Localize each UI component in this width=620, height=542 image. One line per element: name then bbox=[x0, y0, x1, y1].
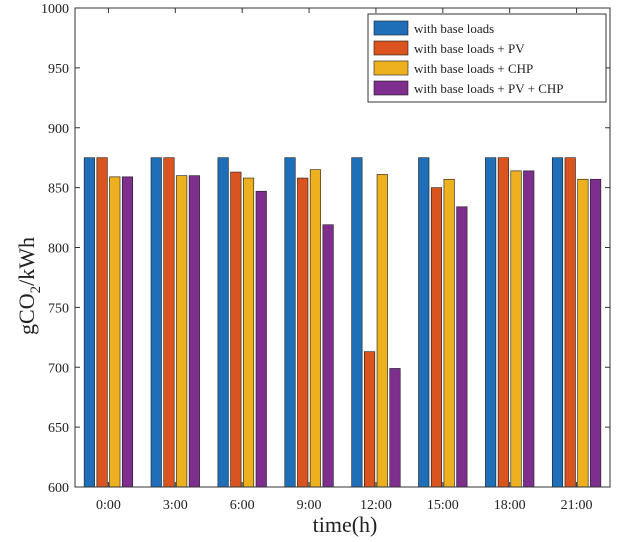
bar-1500-series-2 bbox=[430, 187, 443, 488]
bar-2100-series-1 bbox=[551, 157, 564, 488]
bar-1500-series-3 bbox=[443, 178, 455, 488]
y-tick-label: 800 bbox=[48, 242, 69, 257]
bar-1200-series-3 bbox=[376, 174, 388, 488]
bar-300-series-3 bbox=[176, 175, 188, 488]
bar-300-series-2 bbox=[163, 157, 175, 488]
bar-2100-series-3 bbox=[577, 178, 589, 488]
bar-2100-series-2 bbox=[564, 157, 576, 488]
x-tick-label: 12:00 bbox=[360, 498, 392, 513]
legend-label-series-3: with base loads + CHP bbox=[414, 61, 533, 76]
bar-000-series-4 bbox=[121, 176, 134, 488]
bar-1500-series-1 bbox=[418, 157, 430, 488]
bar-000-series-1 bbox=[83, 157, 95, 488]
x-tick-label: 0:00 bbox=[96, 498, 121, 513]
y-tick-label: 950 bbox=[48, 62, 69, 77]
y-tick-label: 900 bbox=[48, 122, 69, 137]
legend-swatch-series-1 bbox=[373, 20, 409, 36]
y-axis-title-main: gCO bbox=[14, 293, 39, 335]
y-tick-label: 650 bbox=[48, 421, 69, 436]
bar-000-series-3 bbox=[109, 176, 121, 488]
plot-frame bbox=[74, 7, 611, 488]
y-tick-label: 600 bbox=[48, 481, 69, 496]
bar-900-series-4 bbox=[322, 224, 334, 488]
y-axis-title-subscript: 2 bbox=[28, 286, 44, 294]
x-tick-label: 3:00 bbox=[163, 498, 188, 513]
bar-2100-series-4 bbox=[590, 178, 602, 488]
legend-swatch-series-4 bbox=[373, 80, 409, 96]
y-tick-label: 700 bbox=[48, 361, 69, 376]
x-tick-label: 18:00 bbox=[494, 498, 526, 513]
y-tick-label: 1000 bbox=[41, 2, 69, 17]
bar-1200-series-4 bbox=[389, 368, 401, 488]
x-tick-label: 9:00 bbox=[297, 498, 322, 513]
bar-1800-series-3 bbox=[510, 170, 522, 488]
bar-900-series-1 bbox=[284, 157, 296, 488]
bar-600-series-3 bbox=[242, 177, 255, 488]
x-tick-label: 21:00 bbox=[561, 498, 593, 513]
x-tick-label: 6:00 bbox=[230, 498, 255, 513]
bar-300-series-1 bbox=[150, 157, 162, 488]
bar-1200-series-2 bbox=[364, 351, 376, 488]
bar-1200-series-1 bbox=[351, 157, 363, 488]
y-tick-label: 750 bbox=[48, 301, 69, 316]
bar-1500-series-4 bbox=[456, 206, 468, 488]
x-tick-label: 15:00 bbox=[427, 498, 459, 513]
x-axis-title: time(h) bbox=[313, 512, 378, 537]
bar-300-series-4 bbox=[188, 175, 200, 488]
bar-600-series-4 bbox=[255, 190, 267, 488]
legend-label-series-2: with base loads + PV bbox=[414, 41, 525, 56]
bar-600-series-1 bbox=[217, 157, 229, 488]
bar-900-series-3 bbox=[309, 169, 321, 488]
y-axis-title-rest: /kWh bbox=[14, 237, 39, 286]
legend-label-series-1: with base loads bbox=[414, 21, 494, 36]
bar-1800-series-2 bbox=[497, 157, 509, 488]
legend: with base loads with base loads + PV with … bbox=[367, 13, 607, 103]
axes: 0:00 3:00 6:00 9:00 12:00 15:00 18:00 21:00 600 6… bbox=[41, 2, 611, 513]
bar-900-series-2 bbox=[297, 177, 309, 488]
y-axis-title: gCO2/kWh bbox=[14, 237, 44, 335]
legend-swatch-series-2 bbox=[373, 40, 409, 56]
bar-1800-series-4 bbox=[523, 170, 535, 488]
bar-000-series-2 bbox=[96, 157, 108, 488]
bar-1800-series-1 bbox=[485, 157, 497, 488]
y-tick-label: 850 bbox=[48, 182, 69, 197]
legend-label-series-4: with base loads + PV + CHP bbox=[414, 81, 564, 96]
bar-600-series-2 bbox=[230, 171, 242, 488]
legend-swatch-series-3 bbox=[373, 60, 409, 76]
